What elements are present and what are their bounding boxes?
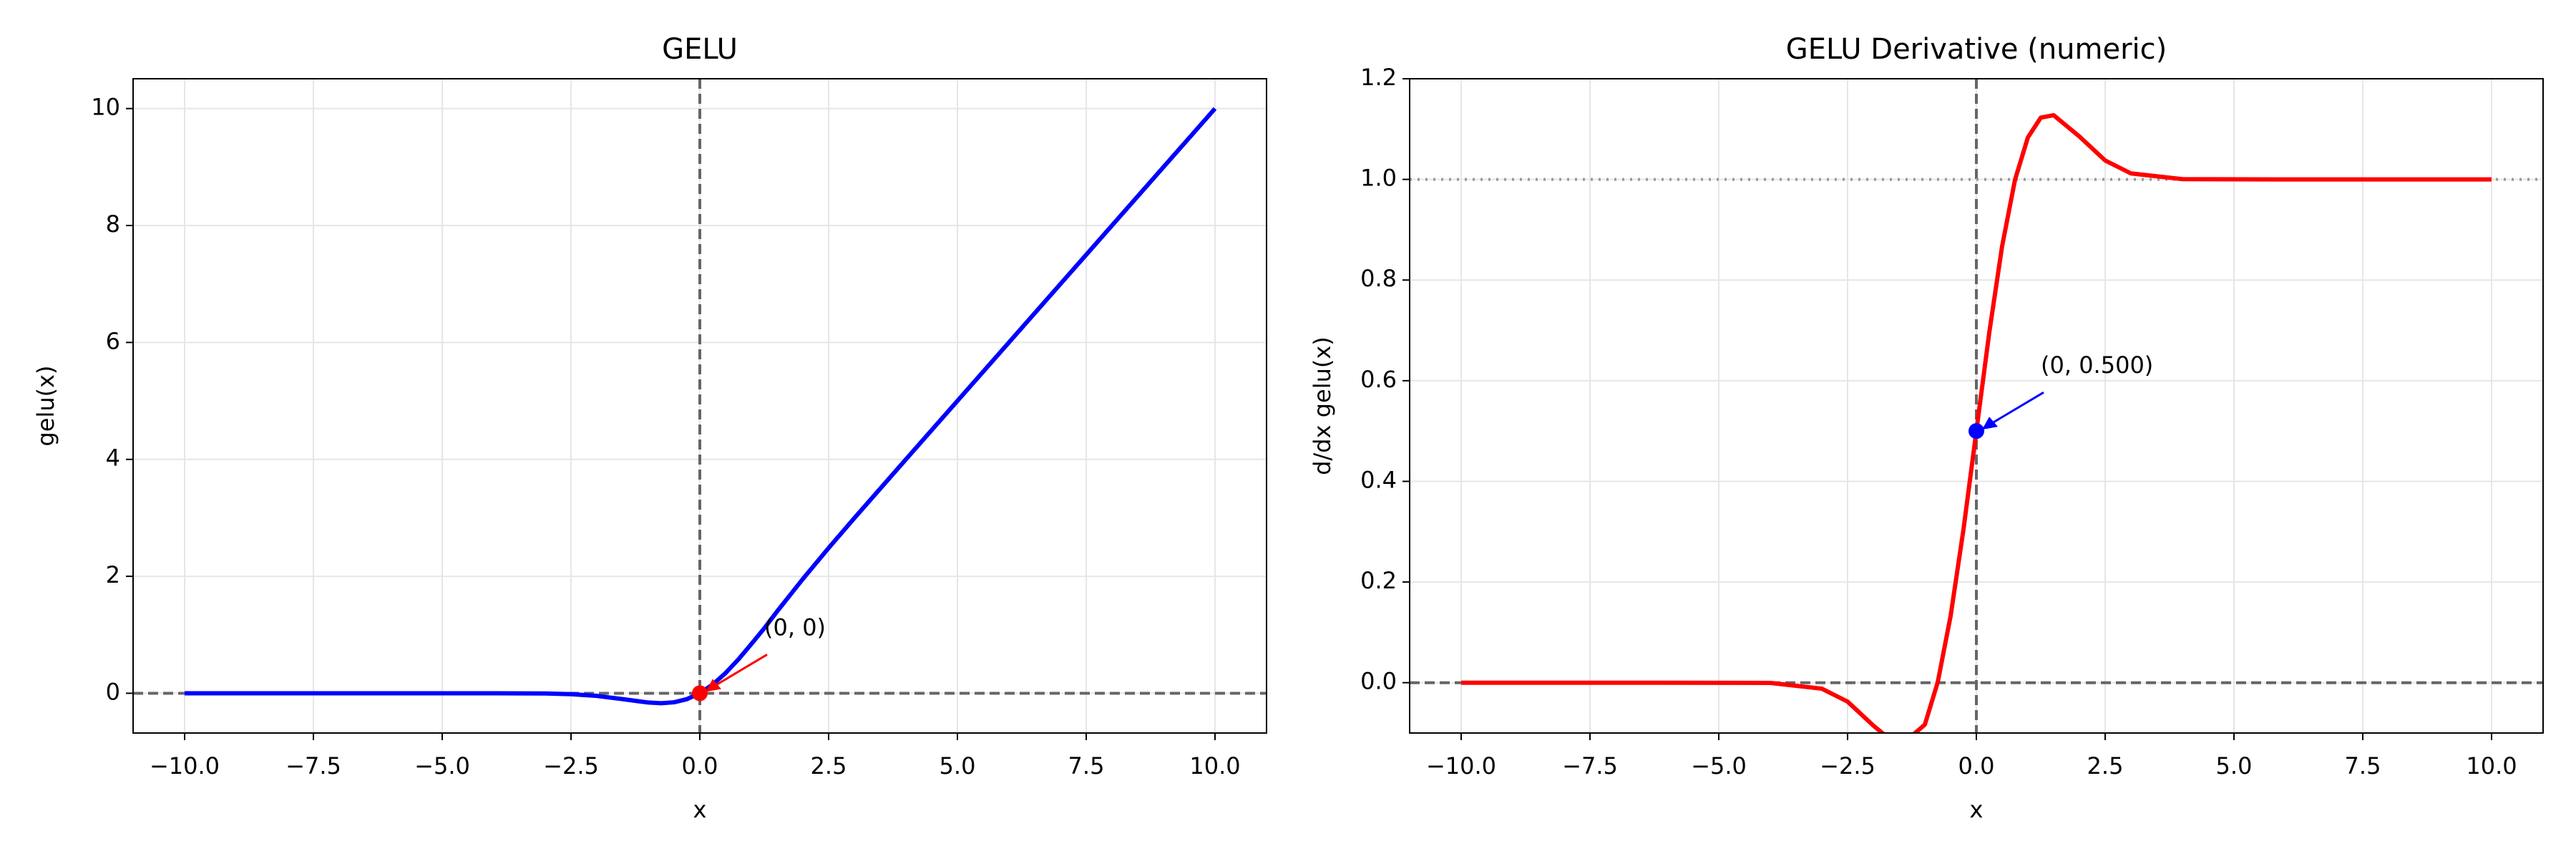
annotation-point: [1968, 423, 1984, 440]
x-tick-label: 7.5: [2345, 752, 2381, 780]
annotation-label: (0, 0): [764, 613, 826, 641]
panel: GELU x gelu(x) −10.0 −7.5 −5.0 −2.5 0.0 2.5 5.0 7.…: [32, 33, 1267, 823]
x-tick-label: 2.5: [811, 752, 847, 780]
y-tick-label: 8: [106, 210, 120, 238]
panel: GELU Derivative (numeric) x d/dx gelu(x) −1…: [1309, 33, 2544, 823]
annotation-label: (0, 0.500): [2041, 351, 2153, 379]
data-line: [1461, 112, 2492, 733]
y-tick-label: 1.2: [1360, 64, 1397, 91]
y-tick-label: 0.4: [1360, 466, 1397, 493]
x-axis-label: x: [1970, 796, 1984, 823]
y-axis-label: gelu(x): [32, 365, 59, 446]
x-tick-label: −7.5: [286, 752, 341, 780]
x-tick-label: 10.0: [2466, 752, 2517, 780]
x-tick-label: −2.5: [543, 752, 599, 780]
y-tick-label: 2: [106, 561, 120, 588]
x-tick-label: −10.0: [150, 752, 220, 780]
axes-frame: [132, 78, 1267, 734]
annotation-point: [692, 685, 708, 702]
x-tick-label: −5.0: [1691, 752, 1747, 780]
axes-frame: [1409, 78, 2544, 734]
x-tick-label: 7.5: [1068, 752, 1105, 780]
x-tick-label: −7.5: [1562, 752, 1618, 780]
x-tick-label: 5.0: [940, 752, 976, 780]
y-tick-label: 0.0: [1360, 668, 1397, 695]
y-tick-label: 0.2: [1360, 567, 1397, 594]
y-tick-label: 0: [106, 678, 120, 705]
x-tick-label: 5.0: [2216, 752, 2253, 780]
x-tick-label: 0.0: [1958, 752, 1995, 780]
y-tick-label: 0.8: [1360, 265, 1397, 292]
chart-title: GELU Derivative (numeric): [1786, 33, 2167, 66]
x-tick-label: 2.5: [2087, 752, 2124, 780]
chart-title: GELU: [662, 33, 738, 66]
x-tick-label: −2.5: [1820, 752, 1875, 780]
y-tick-label: 1.0: [1360, 165, 1397, 192]
x-tick-label: 0.0: [682, 752, 718, 780]
x-tick-label: −10.0: [1426, 752, 1496, 780]
x-tick-label: 10.0: [1189, 752, 1240, 780]
y-tick-label: 4: [106, 445, 120, 472]
y-axis-label: d/dx gelu(x): [1309, 336, 1336, 475]
y-tick-label: 6: [106, 327, 120, 354]
y-tick-label: 0.6: [1360, 366, 1397, 393]
x-tick-label: −5.0: [414, 752, 470, 780]
arrow-head: [706, 679, 721, 692]
x-axis-label: x: [693, 796, 707, 823]
y-tick-label: 10: [91, 94, 120, 121]
arrow-head: [1982, 417, 1998, 430]
